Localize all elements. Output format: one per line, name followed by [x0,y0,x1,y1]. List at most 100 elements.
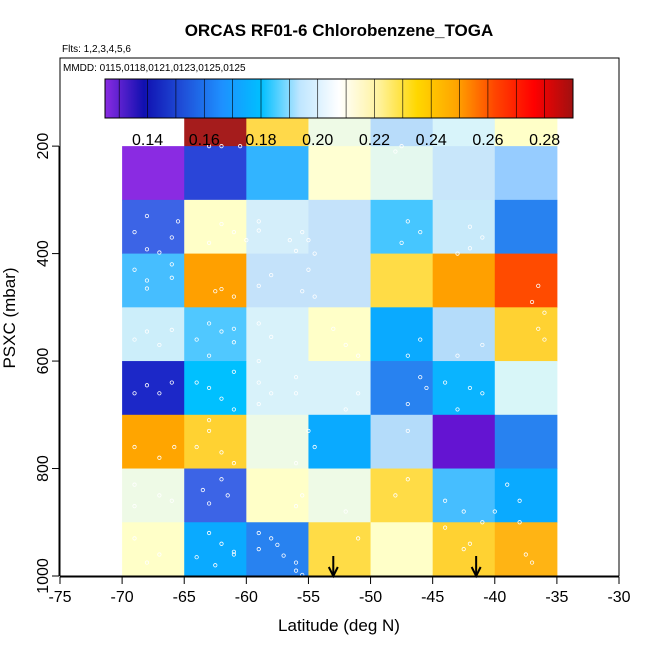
sample-point [157,342,162,348]
sample-point [467,246,473,251]
x-tick-label: -40 [483,589,506,606]
sample-point [206,353,212,358]
x-axis-label: Latitude (deg N) [278,616,400,635]
sample-point [405,428,410,434]
sample-point [405,401,410,407]
sample-point [399,240,404,245]
sample-point [132,267,137,272]
sample-point [405,219,410,224]
heatmap-cell [370,199,434,255]
sample-point [542,310,547,315]
heatmap-cell [308,253,372,308]
x-tick-label: -65 [173,589,196,606]
colorbar-tick-label: 0.24 [416,132,447,149]
sample-point [331,326,336,331]
sample-point [293,568,299,573]
heatmap-cell [184,522,247,577]
x-tick-label: -50 [359,589,382,606]
sample-point [219,477,224,482]
sample-point [256,530,261,536]
heatmap-cell [184,307,247,362]
heatmap-cell [494,253,558,308]
sample-point [169,235,174,240]
sample-point [231,461,237,466]
sample-point [157,250,162,255]
sample-point [256,358,261,364]
sample-point [312,294,317,299]
heatmap-cell [246,414,309,470]
heatmap-cell [494,522,558,577]
heatmap-cell [432,307,496,362]
sample-point [455,353,460,358]
sample-point [293,461,299,466]
sample-point [293,504,299,509]
heatmap-cell [370,414,434,470]
sample-point [269,334,274,339]
sample-point [169,262,174,267]
sample-point [213,563,218,568]
sample-point [244,238,249,243]
heatmap-cell [308,522,372,577]
sample-point [132,504,137,509]
sample-point [418,375,423,380]
sample-point [256,321,261,326]
y-axis-label: PSXC (mbar) [0,267,19,368]
sample-point [132,337,137,342]
sample-points [132,144,547,578]
sample-point [144,560,150,565]
sample-point [442,525,448,530]
sample-point [206,144,212,149]
y-tick-label: 1000 [35,558,52,594]
heatmap-cell [184,253,247,308]
sample-point [144,329,150,334]
sample-point [399,144,404,149]
sample-point [231,407,237,412]
sample-point [442,498,448,503]
heatmap-cell [184,468,247,523]
sample-point [144,247,150,252]
sample-point [157,455,162,460]
heatmap-cell [246,361,309,416]
plot-frame [59,57,620,577]
sample-point [287,238,292,243]
sample-point [144,383,150,388]
heatmap-cell [122,146,185,201]
heatmap-cell [246,307,309,362]
heatmap-cell [432,253,496,308]
sample-point [343,407,348,412]
sample-point [231,229,237,235]
heatmap-cell [494,361,558,416]
sample-point [393,149,398,154]
sample-point [269,536,274,541]
heatmap-cell [494,414,558,470]
sample-point [306,238,311,243]
marker-arrows [327,556,482,579]
sample-point [132,444,137,450]
sample-point [293,391,299,396]
heatmap-cell [494,146,558,201]
heatmap-cell [246,468,309,523]
heatmap-cell [308,199,372,255]
sample-point [194,337,199,342]
sample-point [312,251,317,256]
x-tick-label: -55 [297,589,320,606]
sample-point [157,391,162,396]
dates-label: MMDD: 0115,0118,0121,0123,0125,0125 [63,63,246,74]
sample-point [300,229,305,235]
heatmap-cell [246,146,309,201]
colorbar-ticks: 0.14 0.16 0.18 0.20 0.22 0.24 0.26 0.28 [118,79,560,149]
sample-point [206,501,212,506]
sample-point [536,283,541,288]
sample-point [144,286,150,291]
sample-point [175,219,181,224]
sample-point [231,549,237,554]
sample-point [281,553,286,558]
heatmap-cell [370,468,434,523]
sample-point [455,251,460,256]
sample-point [206,240,212,245]
sample-point [480,391,485,396]
heatmap-cell [432,146,496,201]
heatmap-cell [122,468,185,523]
sample-point [529,299,535,305]
sample-point [194,444,199,450]
